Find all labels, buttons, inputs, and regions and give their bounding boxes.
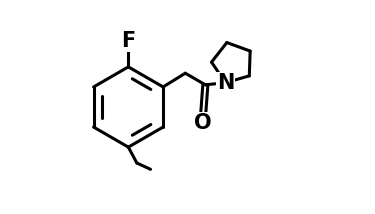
Text: N: N <box>217 73 234 93</box>
Text: F: F <box>121 31 135 51</box>
Text: O: O <box>194 113 212 133</box>
